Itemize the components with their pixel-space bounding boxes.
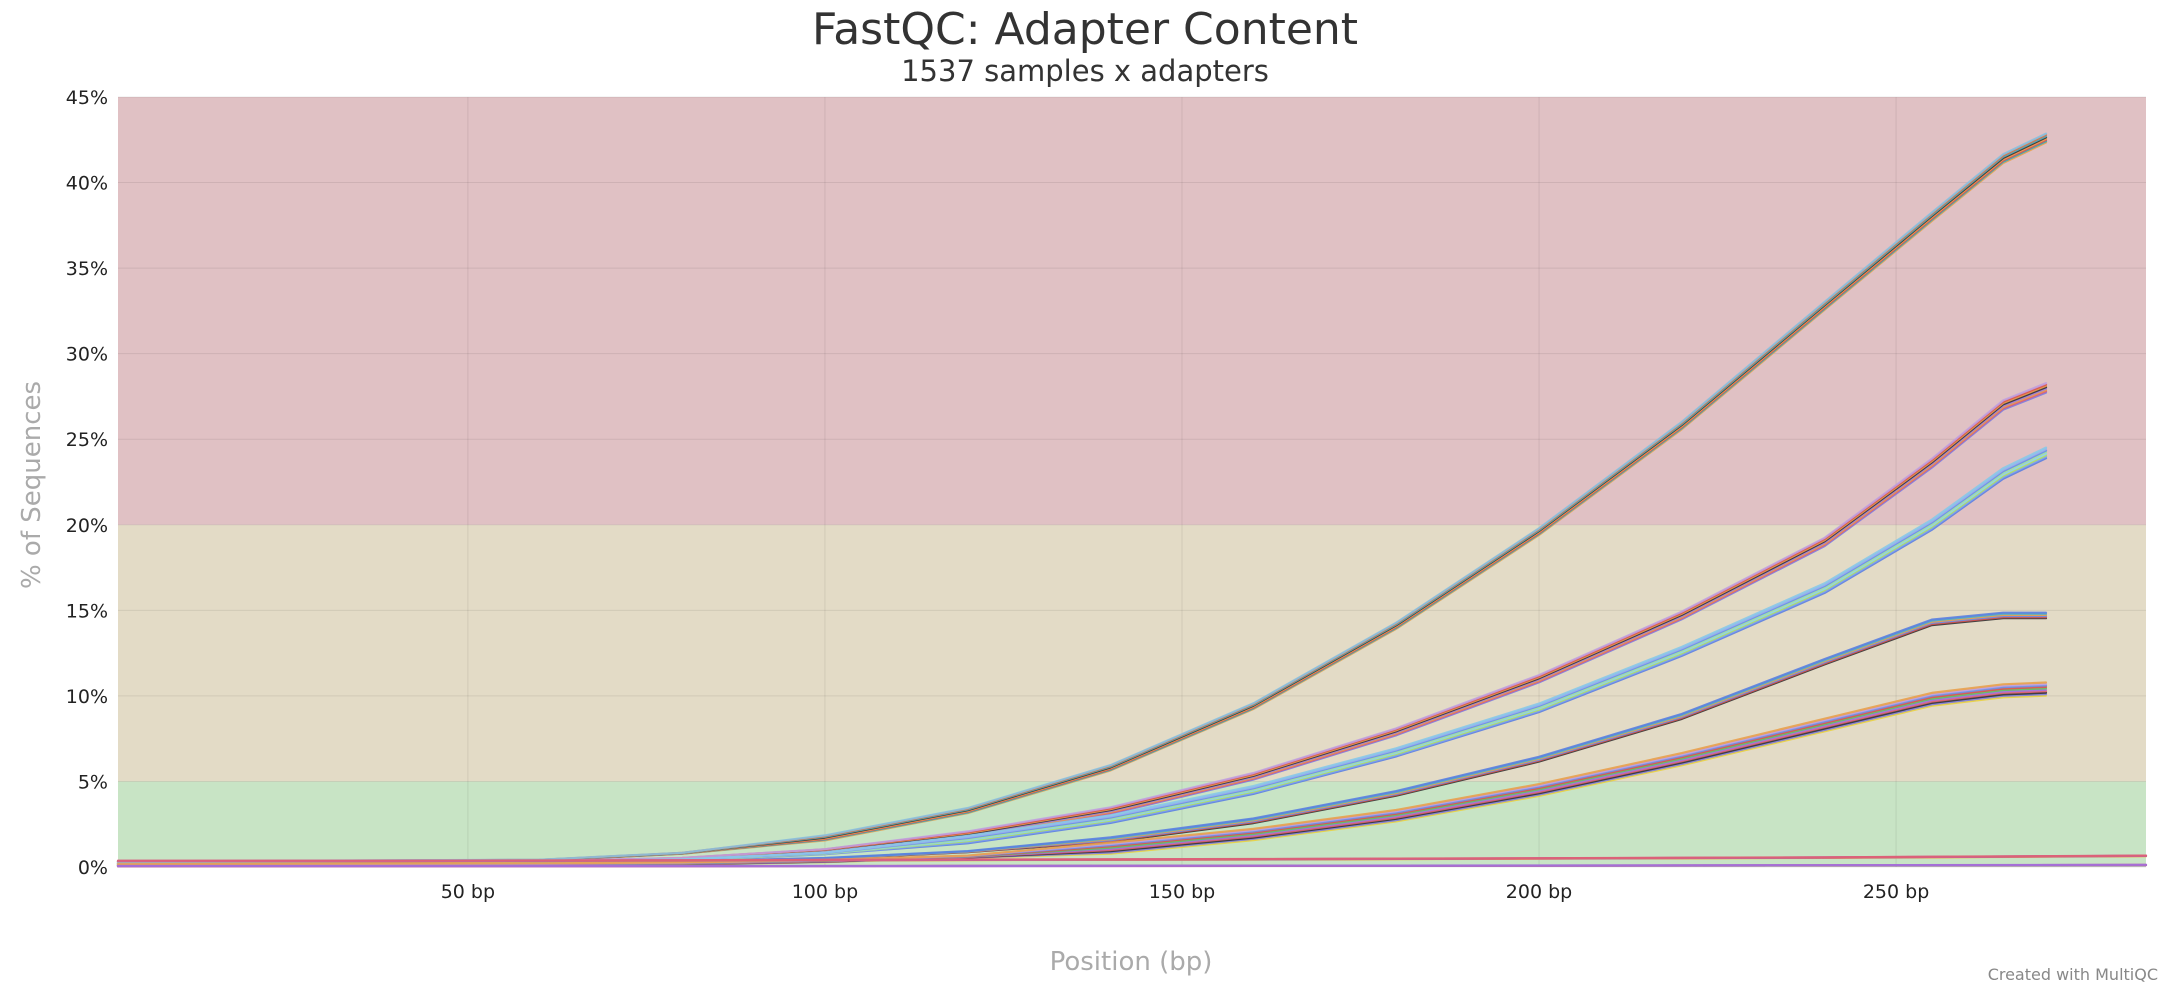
credit-label[interactable]: Created with MultiQC (1987, 965, 2158, 984)
y-tick-label-1: 5% (78, 771, 108, 793)
x-tick-label-2: 150 bp (1149, 881, 1215, 903)
y-tick-label-4: 20% (66, 515, 108, 537)
x-tick-label-3: 200 bp (1506, 881, 1572, 903)
y-tick-label-3: 15% (66, 600, 108, 622)
y-tick-label-6: 30% (66, 344, 108, 366)
chart-title: FastQC: Adapter Content (811, 4, 1359, 55)
x-tick-label-4: 250 bp (1863, 881, 1929, 903)
series-line-4-9 (116, 681, 2048, 866)
y-tick-label-2: 10% (66, 686, 108, 708)
x-axis-label: Position (bp) (1050, 947, 1213, 977)
series-line-1-7 (116, 382, 2048, 865)
band-2 (118, 97, 2146, 525)
series-layer (116, 132, 2148, 868)
x-tick-label-1: 100 bp (792, 881, 858, 903)
band-1 (118, 524, 2146, 782)
y-axis-label: % of Sequences (17, 381, 47, 589)
series-line-5-5 (116, 854, 2148, 862)
y-tick-label-9: 45% (66, 87, 108, 109)
band-0 (118, 781, 2146, 867)
y-tick-label-8: 40% (66, 173, 108, 195)
y-tick-label-5: 25% (66, 429, 108, 451)
axis-layer: 0% 5% 10% 15% 20% 25% 30% 35% 40% 45% 50 bp 100 bp 1… (66, 87, 1930, 903)
series-line-6-3 (116, 863, 2148, 868)
series-line-2-7 (116, 446, 2048, 864)
series-line-0-7 (116, 132, 2048, 863)
chart-subtitle: 1537 samples x adapters (901, 54, 1269, 88)
y-tick-label-7: 35% (66, 258, 108, 280)
y-tick-label-0: 0% (78, 857, 108, 879)
band-layer (118, 97, 2146, 867)
grid-layer (118, 96, 2146, 868)
x-tick-label-0: 50 bp (441, 881, 495, 903)
